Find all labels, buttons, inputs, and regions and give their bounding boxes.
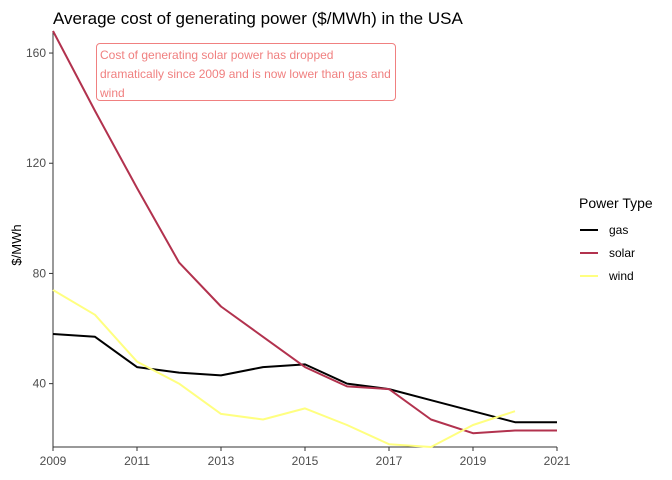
- legend: Power Type gas solar wind: [579, 195, 653, 283]
- x-tick-label: 2011: [124, 454, 150, 468]
- series-line-gas: [52, 333, 557, 424]
- y-tick-label: 160: [26, 46, 46, 60]
- y-axis-title: $/MWh: [9, 224, 24, 265]
- legend-label-solar: solar: [609, 246, 635, 260]
- legend-label-wind: wind: [608, 269, 634, 283]
- x-tick-label: 2017: [376, 454, 403, 468]
- chart-title: Average cost of generating power ($/MWh)…: [53, 9, 463, 28]
- series-line-wind: [52, 289, 516, 448]
- x-tick-label: 2013: [208, 454, 235, 468]
- legend-label-gas: gas: [609, 223, 628, 237]
- y-tick-label: 120: [26, 156, 46, 170]
- x-tick-label: 2015: [292, 454, 319, 468]
- x-tick-label: 2019: [460, 454, 487, 468]
- annotation-box: [96, 43, 396, 101]
- series-line-solar: [52, 30, 557, 435]
- annotation-text: Cost of generating solar power has dropp…: [100, 48, 391, 100]
- legend-title: Power Type: [579, 195, 653, 211]
- y-tick-label: 80: [33, 266, 47, 280]
- x-tick-label: 2021: [544, 454, 571, 468]
- plot-area: 40 80 120 160 2009 2011 2013 2015 2017 2019 2021: [26, 30, 571, 468]
- y-tick-label: 40: [33, 377, 47, 391]
- x-tick-label: 2009: [40, 454, 67, 468]
